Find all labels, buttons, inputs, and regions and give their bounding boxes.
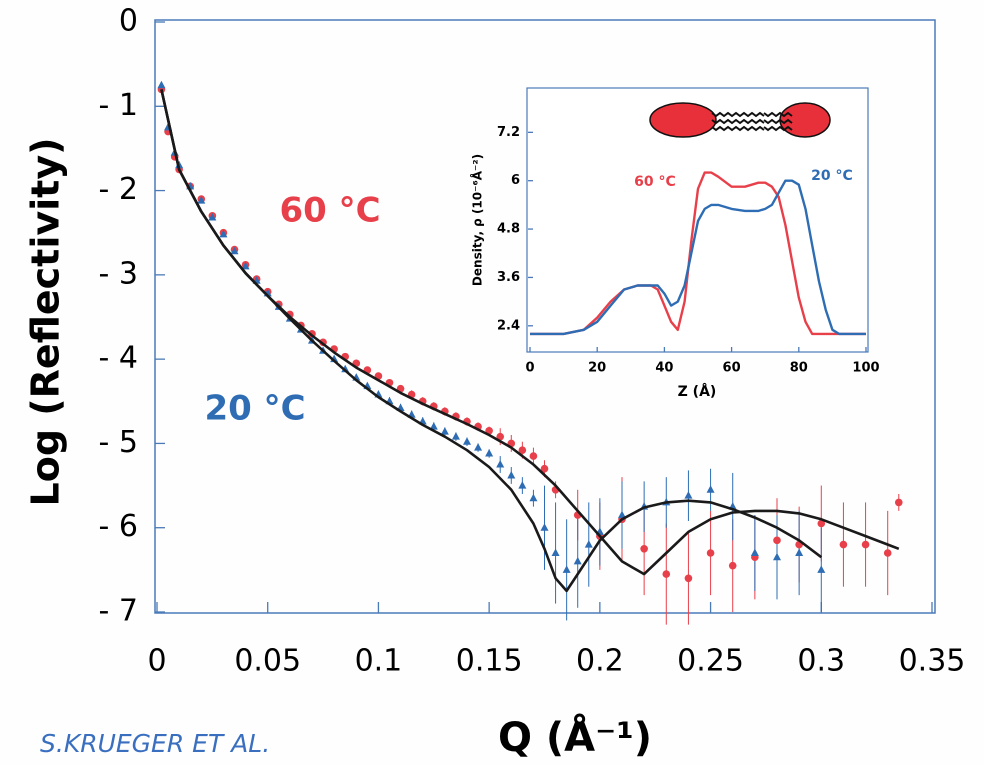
y-tick-label: 7.2 bbox=[497, 125, 520, 140]
data-point bbox=[463, 437, 471, 445]
x-tick-label: 80 bbox=[790, 361, 808, 376]
data-point bbox=[474, 443, 483, 451]
data-point bbox=[883, 549, 892, 557]
data-point bbox=[562, 565, 571, 573]
y-tick-label: - 4 bbox=[99, 341, 138, 376]
data-point bbox=[817, 565, 826, 573]
data-point bbox=[584, 540, 593, 548]
data-point bbox=[230, 246, 239, 255]
data-point bbox=[861, 540, 870, 549]
data-point bbox=[485, 449, 494, 457]
data-point bbox=[197, 196, 206, 204]
inset-series-label: 60 °C bbox=[634, 174, 676, 190]
data-point bbox=[706, 485, 715, 493]
data-point bbox=[208, 213, 217, 221]
x-tick-label: 0.15 bbox=[456, 644, 523, 679]
x-tick-label: 0.3 bbox=[797, 644, 845, 679]
x-tick-label: 0 bbox=[147, 644, 166, 679]
fit-line bbox=[160, 89, 823, 593]
data-point bbox=[529, 493, 538, 502]
molecule-icon bbox=[649, 102, 831, 138]
x-tick-label: 0.1 bbox=[355, 644, 403, 679]
data-point bbox=[219, 229, 228, 238]
inset-series-label: 20 °C bbox=[811, 168, 853, 184]
data-point bbox=[496, 432, 505, 441]
x-tick-label: 0.05 bbox=[234, 644, 301, 679]
data-point bbox=[706, 549, 715, 557]
data-point bbox=[773, 536, 781, 545]
x-tick-label: 100 bbox=[852, 361, 879, 376]
data-point bbox=[157, 80, 166, 89]
data-point bbox=[440, 427, 449, 435]
x-tick-label: 0.35 bbox=[899, 644, 966, 679]
data-point bbox=[451, 432, 460, 440]
y-tick-label: 3.6 bbox=[497, 270, 520, 285]
y-tick-label: 2.4 bbox=[497, 318, 520, 333]
x-tick-label: 20 bbox=[588, 361, 606, 376]
data-point bbox=[518, 481, 527, 489]
data-point bbox=[551, 548, 560, 556]
y-axis-label: Log (Reflectivity) bbox=[24, 138, 68, 507]
series-label: 20 °C bbox=[204, 389, 305, 429]
data-point bbox=[496, 460, 505, 468]
data-point bbox=[728, 561, 737, 570]
density-line bbox=[530, 179, 866, 336]
data-point bbox=[662, 570, 671, 578]
data-point bbox=[684, 491, 693, 499]
y-tick-label: 6 bbox=[511, 173, 520, 188]
x-tick-label: 0.2 bbox=[576, 644, 624, 679]
y-tick-label: - 5 bbox=[99, 425, 138, 460]
plot-frame bbox=[154, 19, 936, 614]
x-axis-label: Q (Å⁻¹) bbox=[498, 712, 652, 761]
data-point bbox=[529, 452, 538, 460]
x-tick-label: 40 bbox=[655, 361, 673, 376]
data-point bbox=[518, 446, 527, 454]
data-point bbox=[429, 422, 438, 430]
inset-y-axis-label: Density, ρ (10⁻⁶Å⁻²) bbox=[470, 154, 485, 286]
data-point bbox=[640, 544, 648, 553]
data-point bbox=[894, 498, 903, 507]
series-label: 60 °C bbox=[279, 191, 380, 231]
x-tick-label: 0.25 bbox=[677, 644, 744, 679]
y-tick-label: 0 bbox=[119, 4, 138, 39]
x-tick-label: 60 bbox=[723, 361, 741, 376]
data-point bbox=[618, 510, 626, 519]
y-tick-label: - 2 bbox=[99, 172, 138, 207]
data-point bbox=[750, 548, 759, 556]
data-point bbox=[773, 552, 781, 561]
data-point bbox=[540, 523, 549, 531]
y-tick-label: 4.8 bbox=[497, 222, 520, 237]
data-point bbox=[795, 548, 804, 556]
data-point bbox=[839, 540, 848, 549]
data-point bbox=[540, 464, 549, 473]
data-point bbox=[241, 261, 250, 270]
inset-x-axis-label: Z (Å) bbox=[678, 383, 717, 400]
x-tick-label: 0 bbox=[525, 361, 534, 376]
data-point bbox=[573, 556, 582, 565]
y-tick-label: - 3 bbox=[99, 256, 138, 291]
y-tick-label: - 6 bbox=[99, 509, 138, 544]
data-point bbox=[817, 519, 826, 528]
data-point bbox=[684, 574, 693, 583]
y-tick-label: - 7 bbox=[99, 594, 138, 629]
y-tick-label: - 1 bbox=[99, 88, 138, 123]
data-point bbox=[507, 470, 516, 479]
credit: S.KRUEGER ET AL. bbox=[40, 729, 270, 758]
